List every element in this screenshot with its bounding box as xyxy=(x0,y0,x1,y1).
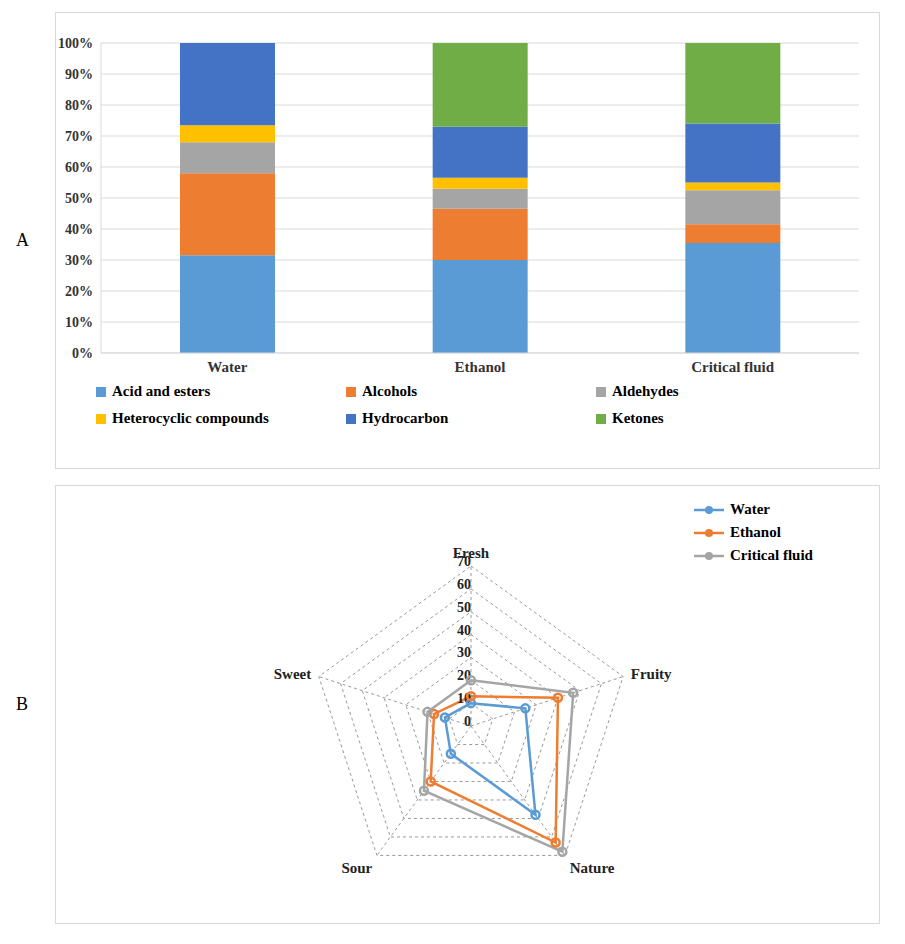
svg-text:90%: 90% xyxy=(65,67,93,82)
html-text:Aldehydes: Aldehydes xyxy=(612,383,679,399)
svg-text:10%: 10% xyxy=(65,315,93,330)
svg-text:100%: 100% xyxy=(58,36,93,51)
svg-text:70%: 70% xyxy=(65,129,93,144)
html-text:Alcohols: Alcohols xyxy=(362,383,417,399)
svg-text:10: 10 xyxy=(457,691,471,707)
svg-text:80%: 80% xyxy=(65,98,93,113)
html-text:A: A xyxy=(16,230,29,250)
svg-text:30: 30 xyxy=(457,645,471,660)
svg-text:Sweet: Sweet xyxy=(274,666,312,682)
svg-text:30%: 30% xyxy=(65,253,93,268)
svg-text:Critical fluid: Critical fluid xyxy=(691,359,775,375)
svg-text:Sour: Sour xyxy=(341,860,372,876)
svg-text:Fresh: Fresh xyxy=(452,545,490,561)
html-text:Water: Water xyxy=(730,501,770,517)
html-text:Heterocyclic compounds: Heterocyclic compounds xyxy=(112,410,269,426)
svg-text:Nature: Nature xyxy=(570,860,615,876)
svg-text:0%: 0% xyxy=(72,346,93,361)
svg-text:60%: 60% xyxy=(65,160,93,175)
svg-text:40: 40 xyxy=(457,623,471,638)
svg-text:Water: Water xyxy=(207,359,247,375)
svg-text:50%: 50% xyxy=(65,191,93,206)
svg-text:50: 50 xyxy=(457,600,471,615)
svg-text:Fruity: Fruity xyxy=(631,666,672,682)
svg-text:Ethanol: Ethanol xyxy=(455,359,506,375)
svg-text:0: 0 xyxy=(464,714,471,729)
svg-text:60: 60 xyxy=(457,577,471,592)
html-text:Ethanol: Ethanol xyxy=(730,524,781,540)
html-text:Acid and esters: Acid and esters xyxy=(112,383,211,399)
html-text:Hydrocarbon: Hydrocarbon xyxy=(362,410,449,426)
html-text:Critical fluid: Critical fluid xyxy=(730,547,813,563)
html-text:Ketones: Ketones xyxy=(612,410,664,426)
svg-text:40%: 40% xyxy=(65,222,93,237)
svg-text:20: 20 xyxy=(457,668,471,684)
svg-text:70: 70 xyxy=(457,554,471,569)
svg-text:20%: 20% xyxy=(65,284,93,299)
html-text:B: B xyxy=(16,694,28,714)
